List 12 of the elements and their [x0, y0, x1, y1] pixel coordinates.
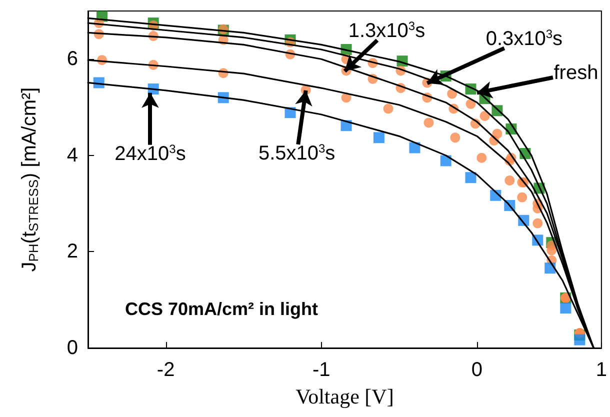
x-tick-label: 1	[596, 359, 607, 381]
y-tick-label: 4	[66, 144, 78, 166]
y-tick-label: 6	[66, 48, 78, 70]
x-tick-label: -1	[312, 359, 330, 381]
x-tick-label: -2	[156, 359, 175, 381]
annotation: fresh	[554, 62, 598, 84]
x-axis-title: Voltage [V]	[296, 384, 394, 408]
x-tick-label: 0	[471, 359, 483, 381]
y-axis-title: JPH(tSTRESS) [mA/cm²]	[18, 87, 41, 272]
y-tick-label: 0	[66, 337, 78, 359]
annotation: CCS 70mA/cm² in light	[125, 299, 318, 319]
y-tick-label: 2	[66, 240, 78, 263]
